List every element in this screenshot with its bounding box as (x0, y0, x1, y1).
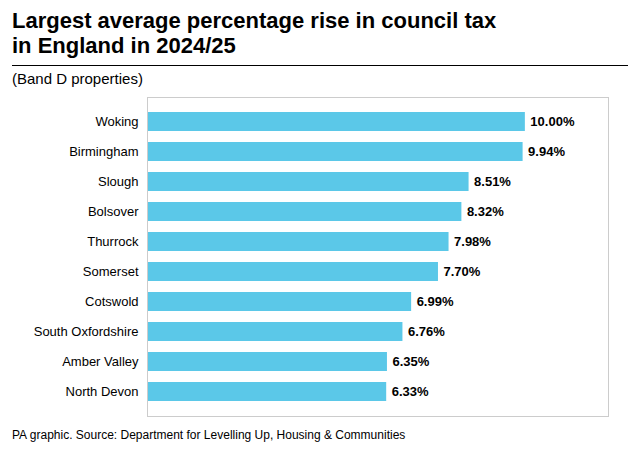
svg-text:8.32%: 8.32% (467, 204, 504, 219)
svg-text:Thurrock: Thurrock (87, 234, 139, 249)
html-text:PA graphic. Source: Department: PA graphic. Source: Department for Level… (12, 427, 406, 442)
svg-text:Bolsover: Bolsover (88, 204, 139, 219)
svg-text:Cotswold: Cotswold (85, 294, 138, 309)
svg-text:Somerset: Somerset (83, 264, 139, 279)
svg-text:6.76%: 6.76% (408, 324, 445, 339)
svg-text:8.51%: 8.51% (474, 174, 511, 189)
svg-text:South Oxfordshire: South Oxfordshire (34, 324, 139, 339)
svg-text:Slough: Slough (98, 174, 138, 189)
svg-text:6.99%: 6.99% (417, 294, 454, 309)
html-text:(Band D properties): (Band D properties) (12, 69, 143, 87)
svg-text:Amber Valley: Amber Valley (62, 354, 139, 369)
svg-text:6.33%: 6.33% (392, 384, 429, 399)
html-text:Largest average percentage ris: Largest average percentage rise in counc… (12, 8, 497, 59)
svg-text:Birmingham: Birmingham (69, 144, 138, 159)
svg-text:Woking: Woking (95, 114, 138, 129)
svg-text:North Devon: North Devon (66, 384, 139, 399)
svg-text:10.00%: 10.00% (530, 114, 575, 129)
svg-text:7.98%: 7.98% (454, 234, 491, 249)
svg-text:6.35%: 6.35% (392, 354, 429, 369)
svg-text:9.94%: 9.94% (528, 144, 565, 159)
svg-text:7.70%: 7.70% (443, 264, 480, 279)
